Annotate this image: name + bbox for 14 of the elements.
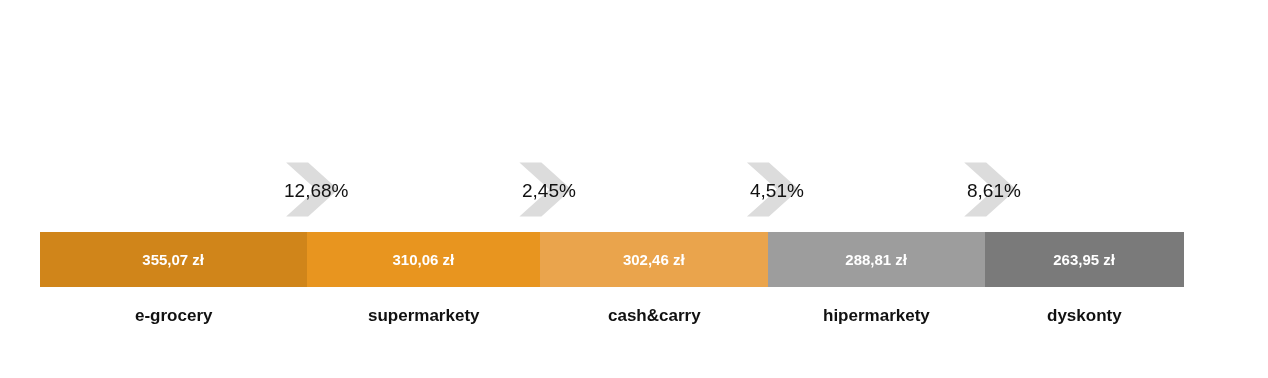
category-label: dyskonty — [1047, 306, 1123, 325]
data-label: 355,07 zł — [142, 251, 205, 268]
data-label: 302,46 zł — [622, 251, 686, 268]
data-label: 310,06 zł — [392, 251, 456, 268]
text: 12,68% — [284, 180, 349, 201]
text: 2,45% — [522, 180, 576, 201]
category-label: supermarkety — [368, 306, 481, 325]
data-label: 288,81 zł — [845, 251, 908, 268]
text: 8,61% — [967, 180, 1021, 201]
category-label: cash&carry — [608, 306, 702, 325]
data-label: 263,95 zł — [1053, 251, 1116, 268]
category-label: hipermarkety — [823, 306, 931, 325]
text: 4,51% — [750, 180, 804, 201]
category-label: e-grocery — [135, 306, 214, 325]
